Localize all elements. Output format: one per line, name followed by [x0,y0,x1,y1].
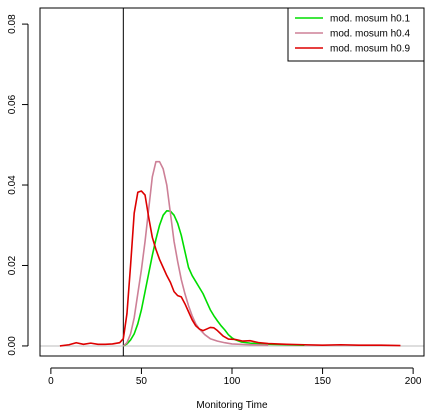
y-tick-label: 0.06 [7,94,18,114]
plot-frame [39,7,425,357]
series-line-2 [122,160,269,347]
x-tick-label: 50 [136,376,148,387]
legend-label-1: mod. mosum h0.1 [330,14,410,25]
legend-label-2: mod. mosum h0.4 [330,29,410,40]
y-axis: 0.00 0.02 0.04 0.06 0.08 [7,14,29,356]
x-axis: 0 50 100 150 200 [48,367,422,387]
series-line-3 [59,190,401,347]
x-tick-label: 0 [48,376,54,387]
x-tick-label: 200 [405,376,422,387]
y-tick-label: 0.08 [7,14,18,34]
series-layer [59,160,401,347]
y-tick-label: 0.04 [7,175,18,195]
series-line-1 [122,209,305,347]
legend-box [287,7,425,62]
x-tick-label: 100 [224,376,241,387]
y-tick-label: 0.02 [7,255,18,275]
y-tick-label: 0.00 [7,336,18,356]
x-axis-title: Monitoring Time [196,400,268,411]
reference-lines [40,8,424,356]
legend: mod. mosum h0.1 mod. mosum h0.4 mod. mosum… [287,7,425,62]
x-tick-label: 150 [314,376,331,387]
legend-label-3: mod. mosum h0.9 [330,44,410,55]
